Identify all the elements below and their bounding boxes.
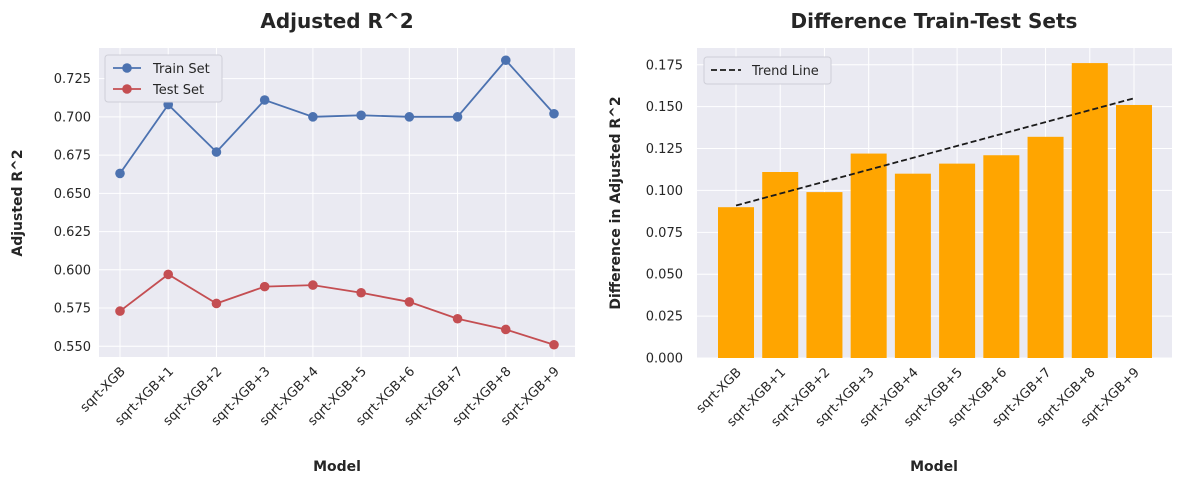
right-chart: 0.000 0.025 0.050 0.075 0.100 0.125 0.150 0.175… [608, 9, 1172, 475]
series-1-point [259, 281, 270, 292]
left-legend: Train Set Test Set [104, 54, 223, 103]
right-y-tick-label: 0.175 [646, 58, 683, 73]
right-bars [718, 63, 1152, 358]
left-x-ticks: sqrt-XGBsqrt-XGB+1sqrt-XGB+2sqrt-XGB+3sq… [78, 364, 563, 429]
series-0-point [549, 108, 559, 119]
bar [850, 153, 887, 358]
series-0-line [119, 58, 555, 174]
left-legend-box [104, 54, 223, 103]
series-0-point [259, 95, 270, 105]
series-1-point [500, 324, 511, 335]
right-y-tick-label: 0.050 [646, 268, 683, 283]
series-1-point [115, 306, 125, 316]
right-y-tick-label: 0.150 [646, 100, 683, 115]
bar [806, 192, 843, 358]
bar [1071, 63, 1108, 358]
trend-line [735, 97, 1135, 207]
right-x-ticks: sqrt-XGBsqrt-XGB+1sqrt-XGB+2sqrt-XGB+3sq… [694, 365, 1143, 430]
left-y-tick-label: 0.625 [54, 225, 91, 240]
left-y-tick-label: 0.700 [54, 110, 91, 125]
right-chart-title: Difference Train-Test Sets [791, 9, 1078, 33]
right-y-tick-label: 0.025 [646, 310, 683, 325]
bar [762, 172, 799, 358]
legend-test-label: Test Set [152, 83, 204, 98]
series-0-point [452, 112, 463, 122]
left-chart: 0.550 0.575 0.600 0.625 0.650 0.675 0.700 0.725… [10, 9, 575, 475]
left-y-tick-label: 0.675 [54, 149, 91, 164]
right-legend: Trend Line [703, 56, 832, 85]
left-y-ticks: 0.550 0.575 0.600 0.625 0.650 0.675 0.700 0.725 [54, 72, 91, 355]
series-1-point [356, 287, 366, 298]
bar [894, 173, 931, 358]
series-1-point [549, 339, 559, 350]
legend-train-label: Train Set [152, 62, 210, 77]
legend-test-marker [122, 84, 132, 94]
left-y-axis-label: Adjusted R^2 [10, 149, 26, 256]
left-x-axis-label: Model [313, 459, 361, 475]
series-0-point [211, 147, 222, 157]
bar [939, 163, 976, 358]
series-1-point [308, 280, 318, 290]
right-y-axis-label: Difference in Adjusted R^2 [608, 96, 624, 309]
series-1-point [452, 313, 463, 324]
bar [1027, 136, 1064, 358]
series-1-point [211, 298, 222, 309]
bar [718, 207, 754, 358]
left-y-tick-label: 0.650 [54, 187, 91, 202]
right-x-axis-label: Model [910, 459, 958, 475]
bar [1116, 104, 1152, 358]
left-x-tick-label: sqrt-XGB [78, 364, 129, 415]
series-1-point [404, 297, 415, 307]
series-0-point [308, 112, 318, 122]
left-y-tick-label: 0.725 [54, 72, 91, 87]
right-y-tick-label: 0.000 [646, 352, 683, 367]
bar [983, 155, 1020, 358]
left-y-tick-label: 0.600 [54, 263, 91, 278]
right-trend [735, 97, 1135, 207]
left-chart-title: Adjusted R^2 [260, 9, 413, 33]
left-y-tick-label: 0.575 [54, 302, 91, 317]
left-series [115, 55, 559, 350]
right-y-tick-label: 0.075 [646, 226, 683, 241]
right-y-tick-label: 0.100 [646, 184, 683, 199]
series-0-point [500, 55, 511, 66]
right-legend-box [703, 56, 832, 85]
series-0-point [356, 110, 366, 121]
right-y-ticks: 0.000 0.025 0.050 0.075 0.100 0.125 0.150 0.175 [646, 58, 683, 366]
right-y-tick-label: 0.125 [646, 142, 683, 157]
legend-train-marker [122, 63, 132, 73]
series-0-point [115, 168, 125, 179]
series-1-line [119, 273, 555, 346]
left-y-tick-label: 0.550 [54, 340, 91, 355]
series-1-point [163, 269, 174, 280]
series-0-point [404, 112, 415, 122]
legend-trend-label: Trend Line [751, 64, 819, 79]
